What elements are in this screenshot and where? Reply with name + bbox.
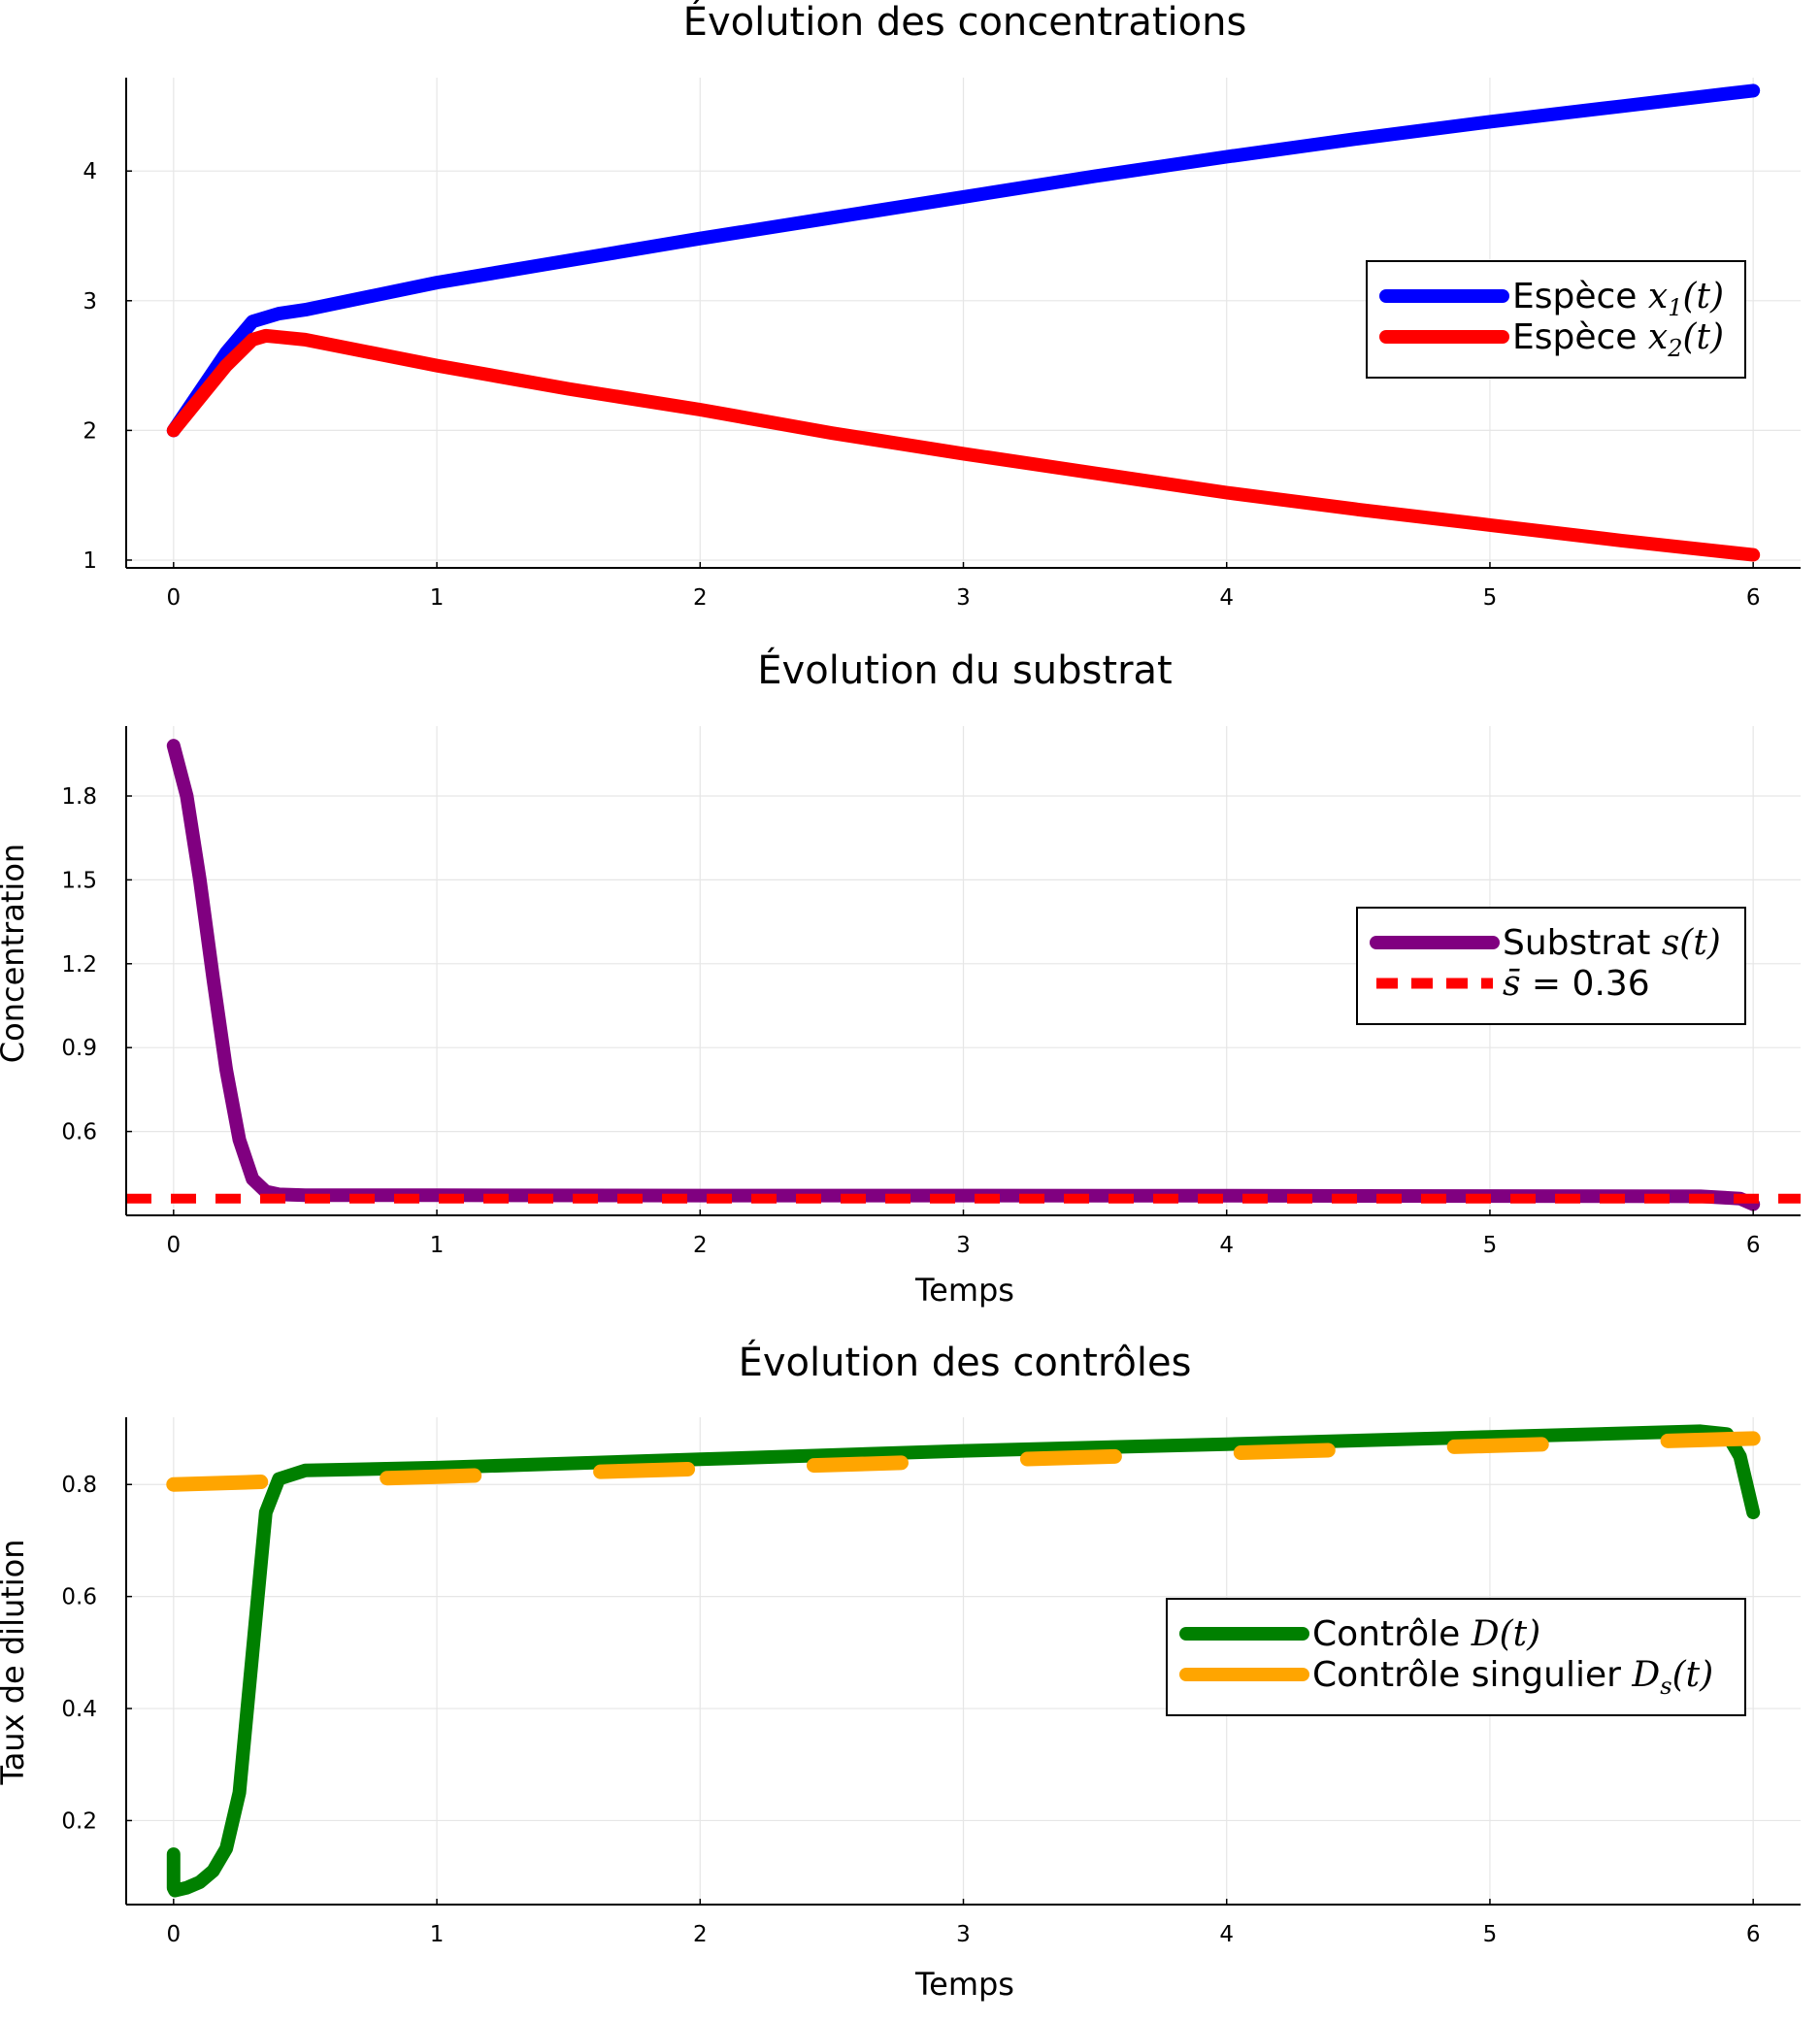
legend-label: s̄ = 0.36 <box>1503 964 1650 1004</box>
series-line <box>166 1431 1761 1492</box>
x-tick-label: 4 <box>1219 1233 1234 1258</box>
y-tick-label: 1.2 <box>61 952 97 978</box>
x-axis-label: Temps <box>914 1272 1014 1309</box>
y-tick-label: 2 <box>83 418 97 444</box>
y-ticks: 0.2 0.4 0.6 0.8 <box>61 1473 132 1834</box>
legend: Espèce x1(t)Espèce x2(t) <box>1366 260 1746 379</box>
y-tick-label: 1.5 <box>61 868 97 893</box>
x-tick-label: 6 <box>1746 585 1761 611</box>
x-tick-label: 0 <box>167 1922 182 1947</box>
panel-title: Évolution des concentrations <box>683 0 1247 45</box>
y-axis-label: Taux de dilution <box>0 1539 31 1785</box>
legend-box <box>1166 1598 1746 1716</box>
x-tick-label: 0 <box>167 585 182 611</box>
legend-label: Substrat s(t) <box>1503 923 1721 963</box>
legend-label: Contrôle singulier Ds(t) <box>1312 1655 1713 1700</box>
y-tick-label: 0.9 <box>61 1036 97 1061</box>
x-tick-label: 1 <box>430 585 445 611</box>
x-tick-label: 1 <box>430 1233 445 1258</box>
legend-box <box>1366 260 1746 379</box>
legend-label: Espèce x2(t) <box>1512 317 1724 362</box>
x-tick-label: 5 <box>1483 1233 1498 1258</box>
y-tick-label: 0.2 <box>61 1808 97 1834</box>
series-line <box>166 83 1761 438</box>
series-line <box>166 1424 1761 1898</box>
series-lines <box>166 83 1761 562</box>
panel-controles: Évolution des contrôles Temps Taux de di… <box>0 1339 1801 2003</box>
y-tick-label: 1.8 <box>61 784 97 810</box>
x-tick-label: 3 <box>956 585 971 611</box>
x-tick-label: 6 <box>1746 1922 1761 1947</box>
panel-title: Évolution du substrat <box>757 647 1172 693</box>
x-tick-label: 3 <box>956 1233 971 1258</box>
y-tick-label: 0.8 <box>61 1473 97 1498</box>
y-ticks: 0.6 0.9 1.2 1.5 1.8 <box>61 784 132 1145</box>
x-tick-label: 3 <box>956 1922 971 1947</box>
y-tick-label: 0.6 <box>61 1120 97 1145</box>
x-ticks: 0 1 2 3 4 5 6 <box>167 562 1761 611</box>
legend-label: Espèce x1(t) <box>1512 277 1724 321</box>
series-line <box>166 328 1761 562</box>
series-lines <box>166 1424 1761 1898</box>
x-tick-label: 2 <box>693 585 708 611</box>
legend: Contrôle D(t)Contrôle singulier Ds(t) <box>1166 1598 1746 1716</box>
grid <box>126 726 1801 1215</box>
x-tick-label: 4 <box>1219 1922 1234 1947</box>
y-ticks: 1 2 3 4 <box>83 159 132 574</box>
y-tick-label: 3 <box>83 289 97 315</box>
panel-substrat: Évolution du substrat Temps Concentratio… <box>0 647 1801 1309</box>
y-tick-label: 0.4 <box>61 1697 97 1722</box>
legend: Substrat s(t)s̄ = 0.36 <box>1356 907 1746 1025</box>
x-axis-label: Temps <box>914 1966 1014 2003</box>
x-ticks: 0 1 2 3 4 5 6 <box>167 1210 1761 1258</box>
y-axis-label: Concentration <box>0 844 31 1063</box>
x-tick-label: 2 <box>693 1233 708 1258</box>
x-tick-label: 1 <box>430 1922 445 1947</box>
legend-box <box>1356 907 1746 1025</box>
x-tick-label: 0 <box>167 1233 182 1258</box>
y-tick-label: 1 <box>83 548 97 574</box>
panel-title: Évolution des contrôles <box>739 1339 1192 1385</box>
x-tick-label: 5 <box>1483 1922 1498 1947</box>
x-tick-label: 6 <box>1746 1233 1761 1258</box>
series-lines <box>126 739 1801 1211</box>
x-tick-label: 5 <box>1483 585 1498 611</box>
x-ticks: 0 1 2 3 4 5 6 <box>167 1899 1761 1947</box>
panel-concentrations: Évolution des concentrations 0 1 2 3 4 5 6 1 2 3… <box>83 0 1801 611</box>
x-tick-label: 4 <box>1219 585 1234 611</box>
x-tick-label: 2 <box>693 1922 708 1947</box>
legend-label: Contrôle D(t) <box>1312 1614 1540 1654</box>
y-tick-label: 4 <box>83 159 97 184</box>
y-tick-label: 0.6 <box>61 1585 97 1610</box>
